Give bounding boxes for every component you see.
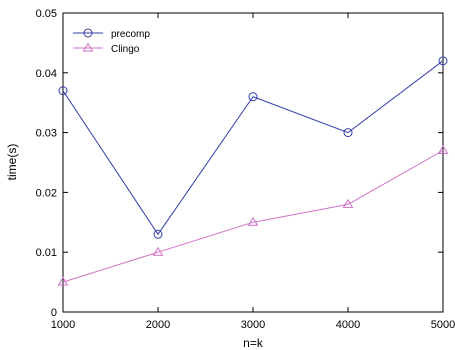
legend-label-precomp: precomp [111, 29, 150, 40]
series-group [57, 56, 449, 286]
data-point-clingo [247, 216, 259, 226]
data-point-precomp [248, 92, 258, 102]
y-tick-label: 0.01 [36, 247, 57, 259]
data-point-clingo [437, 145, 449, 155]
data-point-clingo [342, 198, 354, 208]
y-tick-label: 0.03 [36, 128, 57, 140]
series-line-clingo [62, 150, 444, 283]
data-point-precomp [343, 128, 353, 138]
y-tick-label: 0.04 [36, 68, 57, 80]
legend-entry-precomp: precomp [73, 28, 150, 40]
legend: precomp Clingo [73, 28, 150, 55]
x-axis-label: n=k [243, 336, 264, 350]
tick-group: 1000 2000 3000 4000 5000 0 0.01 0.02 0.03 0.04 0.0… [36, 8, 455, 331]
x-tick-label: 5000 [431, 319, 455, 331]
data-point-precomp [58, 86, 68, 96]
legend-entry-clingo: Clingo [73, 42, 140, 55]
data-point-precomp [153, 229, 163, 239]
data-point-clingo [57, 276, 69, 286]
legend-label-clingo: Clingo [111, 44, 140, 55]
legend-marker-precomp [83, 28, 93, 38]
y-tick-label: 0.02 [36, 187, 57, 199]
legend-marker-clingo [82, 42, 94, 52]
data-point-clingo [152, 246, 164, 256]
x-tick-label: 1000 [51, 319, 75, 331]
x-tick-label: 2000 [146, 319, 170, 331]
plot-area [62, 12, 444, 313]
data-point-precomp [438, 56, 448, 66]
y-tick-label: 0.05 [36, 8, 57, 20]
y-axis-label: time(s) [5, 144, 19, 181]
y-tick-label: 0 [51, 307, 57, 319]
x-tick-label: 4000 [336, 319, 360, 331]
x-tick-label: 3000 [241, 319, 265, 331]
series-line-precomp [62, 60, 444, 236]
